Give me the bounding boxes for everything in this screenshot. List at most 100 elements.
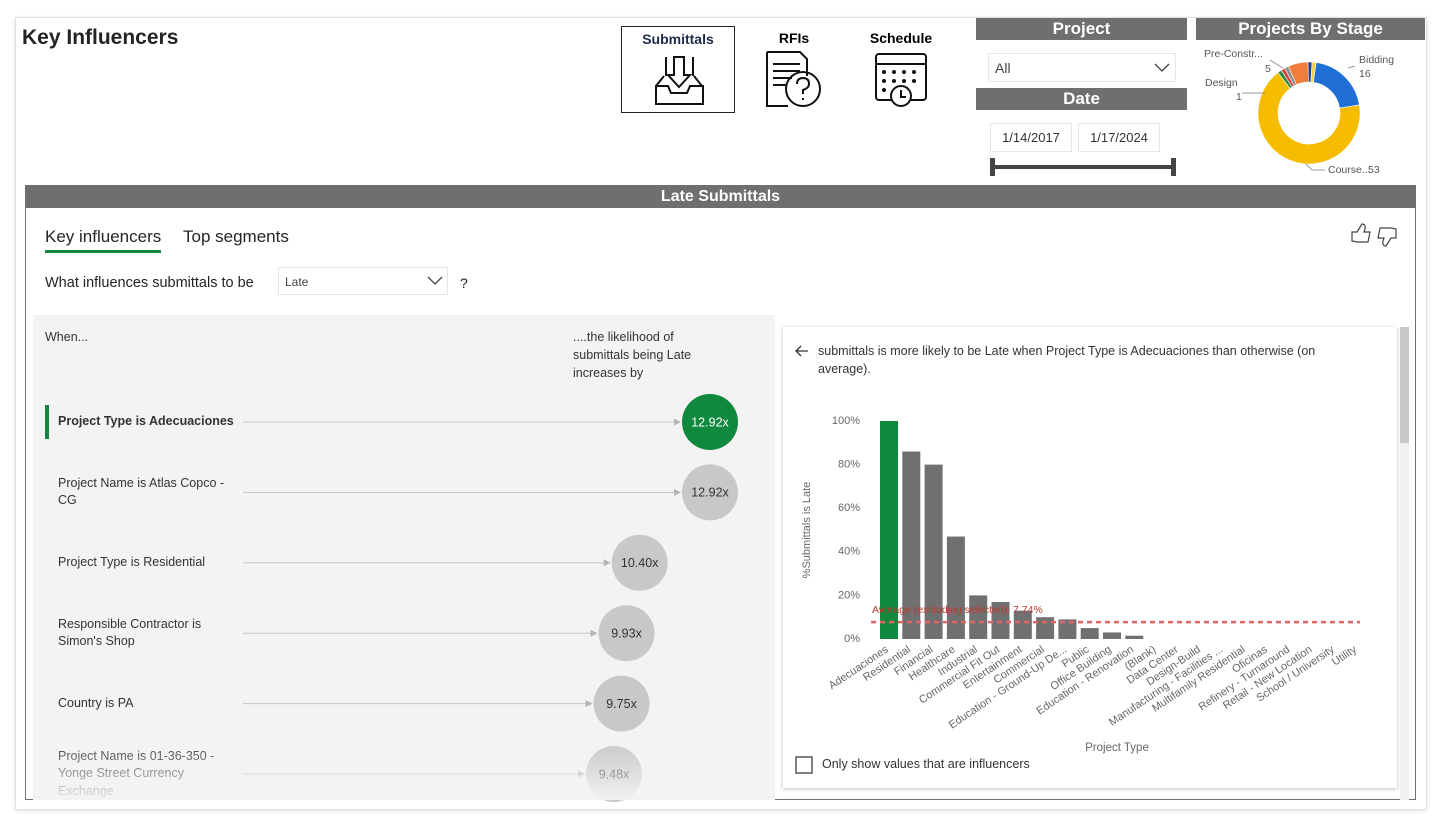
y-tick-label: 100% — [832, 415, 860, 427]
icon-dot — [882, 70, 886, 74]
influencer-bubble — [682, 394, 738, 450]
bar — [1058, 619, 1077, 639]
bar — [1080, 628, 1099, 639]
scrollbar-thumb[interactable] — [1400, 327, 1409, 443]
stage-header: Projects By Stage — [1196, 18, 1425, 40]
slice-label: Bidding — [1359, 54, 1394, 66]
target-dropdown[interactable]: Late — [278, 267, 448, 295]
bar — [946, 536, 965, 639]
slice-value: 5 — [1265, 63, 1271, 75]
donut-slice — [1312, 62, 1360, 109]
icon-dot — [892, 70, 896, 74]
scrollbar-track — [1400, 327, 1409, 800]
nav-label: Submittals — [642, 31, 714, 47]
influencer-bubble — [593, 675, 650, 732]
connector-arrow — [585, 700, 593, 708]
icon-part — [900, 90, 906, 98]
panel-header: Late Submittals — [25, 186, 1416, 208]
y-tick-label: 20% — [838, 589, 860, 601]
connector-arrow — [674, 418, 681, 426]
bar — [1103, 632, 1121, 639]
donut-slice — [1310, 61, 1317, 83]
dropdown-value: All — [995, 60, 1011, 76]
date-header: Date — [976, 88, 1187, 110]
icon-part — [773, 63, 800, 86]
date-slider-handle[interactable] — [1171, 158, 1176, 176]
date-start[interactable]: 1/14/2017 — [990, 123, 1072, 152]
icon-rfis — [766, 51, 821, 107]
nav-schedule[interactable]: Schedule — [844, 26, 958, 113]
connector-arrow — [603, 559, 611, 567]
slice-label: Course... — [1328, 164, 1371, 176]
selection-indicator — [45, 405, 49, 439]
slice-value: 53 — [1368, 164, 1380, 176]
leader-line — [1347, 65, 1356, 69]
list-fade — [33, 740, 775, 800]
nav-rfis[interactable]: RFIs — [737, 26, 851, 113]
icon-part — [665, 57, 694, 76]
chevron — [1154, 63, 1170, 72]
bar — [880, 421, 898, 639]
question-end: ? — [460, 275, 468, 291]
date-slider-handle[interactable] — [990, 158, 995, 176]
icon-part — [665, 56, 693, 89]
icon-part — [796, 76, 811, 100]
dropdown-value: Late — [285, 275, 309, 289]
bar — [902, 451, 921, 639]
icon-dot — [902, 70, 906, 74]
date-end[interactable]: 1/17/2024 — [1078, 123, 1160, 152]
influencer-bubble — [682, 464, 738, 521]
bar — [924, 464, 943, 639]
influencer-bubble — [598, 605, 655, 662]
chevron — [427, 276, 443, 285]
x-tick-label: Utility — [1330, 643, 1359, 668]
likelihood-label: ....the likelihood of submittals being L… — [573, 330, 692, 380]
nav-label: RFIs — [778, 30, 810, 46]
checkbox-label: Only show values that are influencers — [822, 757, 1030, 771]
slice-value: 1 — [1236, 91, 1242, 103]
influencer-value: 9.75x — [606, 697, 637, 711]
slice-value: 16 — [1359, 68, 1371, 80]
nav-label: Schedule — [869, 30, 933, 46]
icon-dot — [882, 79, 886, 83]
icon-part — [785, 71, 821, 107]
bar — [1013, 610, 1032, 639]
leader-line — [1305, 163, 1325, 171]
influencer-label: Project Type is Adecuaciones — [58, 414, 234, 429]
bar — [1036, 617, 1055, 639]
checkbox[interactable] — [795, 756, 813, 774]
icon-dot — [882, 88, 886, 92]
donut-slice — [1257, 72, 1361, 165]
thumbs-up[interactable] — [1351, 223, 1371, 243]
tab-top-segments[interactable]: Top segments — [183, 227, 289, 246]
icon-dot — [892, 79, 896, 83]
influencer-label: Country is PA — [58, 695, 134, 710]
bar — [991, 601, 1010, 639]
thumbs-down[interactable] — [1377, 227, 1397, 247]
when-label: When... — [45, 330, 89, 344]
slice-label: Design — [1205, 77, 1238, 89]
connector-arrow — [590, 629, 598, 637]
slice-label: Pre-Constr... — [1204, 48, 1263, 60]
x-axis-title: Project Type — [1085, 742, 1149, 754]
y-axis-title: %Submittals is Late — [801, 482, 813, 579]
influencer-label: Responsible Contractor is Simon's Shop — [58, 616, 202, 649]
detail-description: submittals is more likely to be Late whe… — [818, 344, 1316, 376]
influencer-value: 9.93x — [611, 626, 642, 640]
icon-dot — [912, 79, 916, 83]
nav-submittals[interactable]: Submittals — [621, 26, 735, 113]
y-tick-label: 40% — [838, 546, 860, 558]
influencer-value: 10.40x — [621, 556, 659, 570]
bar — [1125, 635, 1144, 639]
tab-key-influencers[interactable]: Key influencers — [45, 227, 162, 253]
y-tick-label: 80% — [838, 459, 860, 471]
icon-schedule-dots — [882, 70, 916, 92]
back-arrow[interactable] — [795, 345, 808, 357]
project-dropdown[interactable]: All — [988, 53, 1176, 82]
connector-arrow — [674, 488, 681, 496]
icon-dot — [912, 70, 916, 74]
project-header: Project — [976, 18, 1187, 40]
question: What influences submittals to be — [45, 275, 254, 291]
